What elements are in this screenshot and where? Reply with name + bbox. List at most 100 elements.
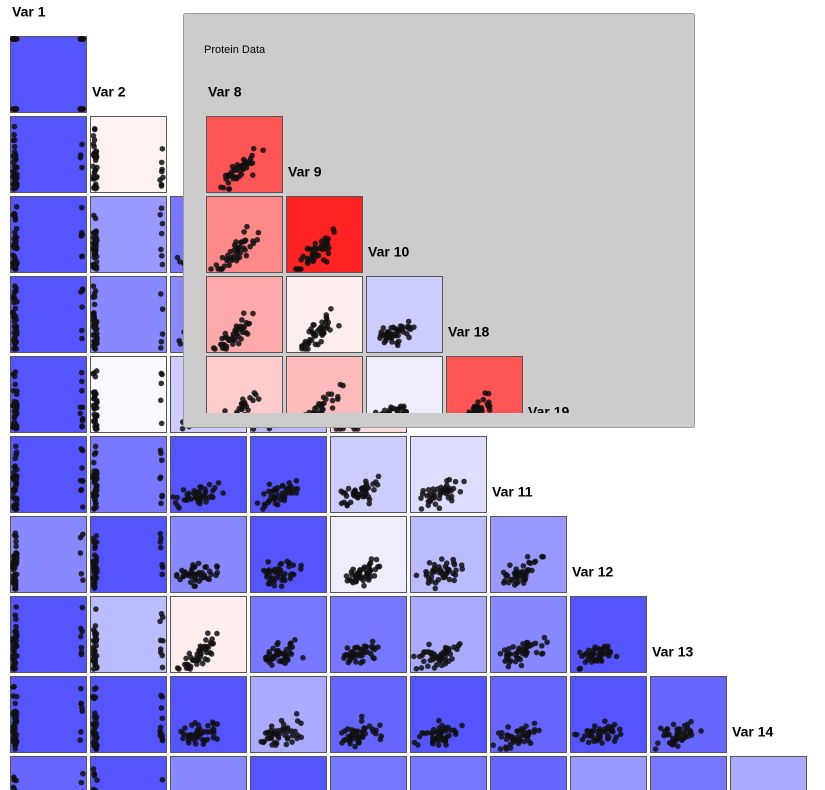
point	[525, 732, 532, 738]
point	[442, 573, 448, 579]
matrix-cell	[650, 756, 727, 790]
point	[92, 414, 99, 420]
point	[601, 643, 608, 650]
point	[240, 310, 247, 316]
point	[319, 410, 325, 413]
point	[90, 559, 97, 565]
point	[360, 577, 367, 584]
point	[79, 164, 85, 171]
point	[90, 212, 97, 219]
point	[349, 731, 356, 738]
point	[249, 160, 256, 166]
point	[180, 569, 187, 575]
point	[428, 574, 435, 580]
point	[91, 345, 98, 352]
point	[254, 236, 261, 243]
point	[403, 330, 410, 337]
point	[313, 246, 320, 252]
matrix-cell	[10, 196, 87, 273]
point	[214, 564, 220, 570]
point	[331, 229, 337, 235]
point	[225, 180, 232, 186]
point	[517, 738, 523, 744]
point	[416, 653, 423, 660]
point	[511, 582, 518, 588]
point	[251, 390, 258, 396]
point	[93, 482, 100, 489]
matrix-cell	[90, 276, 167, 353]
point	[79, 141, 85, 148]
point	[77, 737, 83, 744]
point	[93, 326, 100, 332]
point	[275, 639, 281, 646]
matrix-cell	[730, 756, 807, 790]
point	[11, 173, 18, 179]
point	[286, 563, 292, 570]
point	[347, 655, 353, 662]
point	[79, 327, 85, 334]
point	[78, 651, 85, 658]
matrix-cell	[90, 116, 167, 193]
point	[605, 649, 612, 655]
point	[424, 730, 431, 736]
point	[385, 410, 392, 413]
point	[78, 106, 84, 112]
point	[13, 631, 20, 637]
point	[371, 646, 378, 653]
point	[299, 345, 305, 352]
point	[395, 412, 399, 413]
point	[11, 335, 18, 342]
variable-label: Var 8	[208, 84, 242, 100]
point	[388, 404, 394, 410]
point	[79, 378, 85, 385]
point	[78, 229, 85, 236]
point	[335, 393, 341, 400]
point	[219, 342, 225, 348]
point	[94, 569, 100, 575]
point	[442, 660, 449, 667]
point	[482, 390, 488, 396]
point	[533, 649, 540, 656]
point	[366, 496, 373, 503]
point	[436, 495, 443, 502]
point	[418, 506, 425, 512]
point	[275, 735, 282, 741]
point	[91, 652, 98, 659]
point	[177, 259, 183, 265]
point	[10, 137, 17, 144]
point	[431, 489, 437, 496]
point	[241, 238, 248, 245]
point	[355, 738, 362, 745]
point	[91, 405, 97, 412]
point	[91, 126, 98, 133]
point	[11, 556, 18, 563]
point	[78, 289, 84, 295]
point	[434, 729, 440, 736]
point	[158, 380, 165, 387]
point	[12, 381, 19, 388]
point	[12, 735, 19, 741]
point	[474, 412, 477, 413]
point	[582, 733, 588, 739]
point	[159, 715, 166, 722]
point	[241, 229, 247, 235]
point	[12, 255, 18, 262]
point	[506, 645, 512, 652]
point	[11, 210, 18, 217]
point	[352, 743, 358, 750]
point	[13, 322, 19, 329]
point	[432, 501, 439, 507]
point	[12, 305, 19, 312]
point	[498, 734, 505, 740]
point	[157, 177, 163, 183]
point	[158, 370, 165, 377]
point	[339, 729, 345, 736]
point	[292, 637, 298, 643]
point	[280, 721, 287, 728]
point	[322, 240, 329, 247]
point	[10, 387, 17, 394]
matrix-cell	[10, 36, 87, 113]
point	[305, 256, 312, 263]
point	[159, 652, 166, 659]
point	[13, 443, 19, 450]
